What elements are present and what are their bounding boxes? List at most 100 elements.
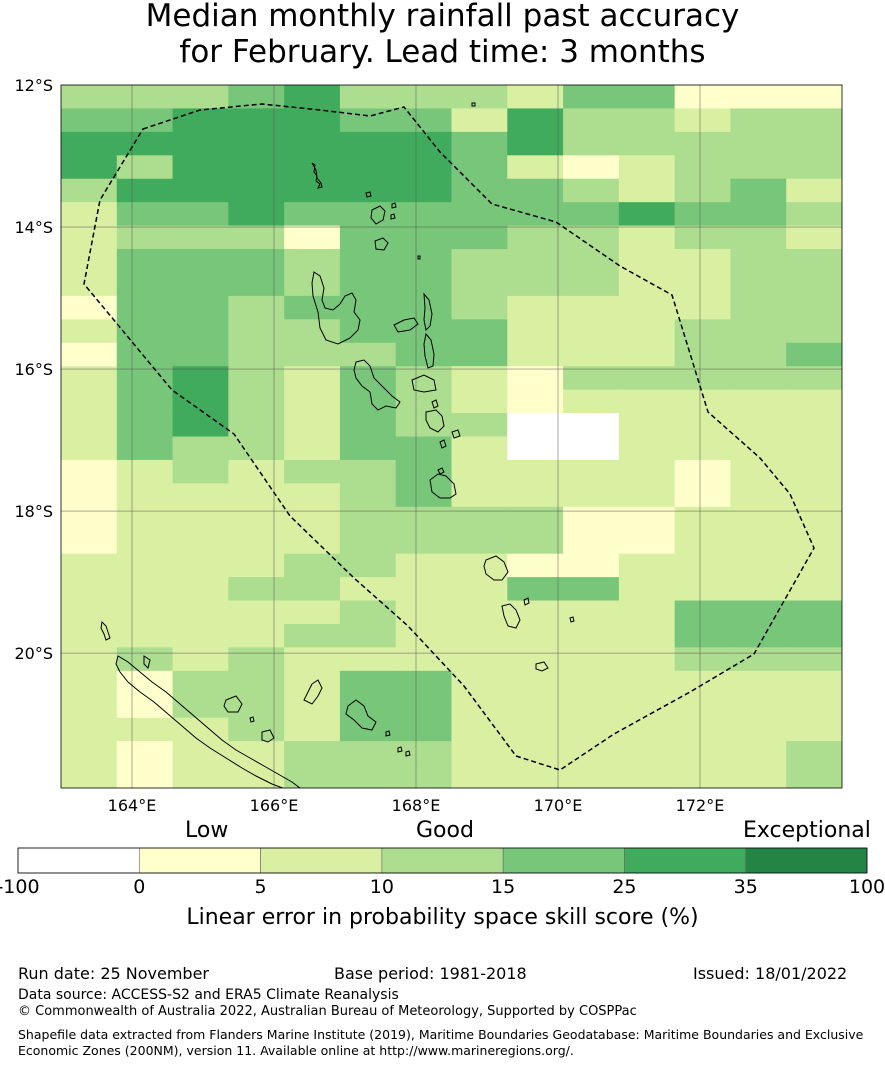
grid-cell bbox=[674, 342, 732, 367]
grid-cell bbox=[61, 202, 118, 227]
grid-cell bbox=[507, 85, 564, 110]
grid-cell bbox=[674, 764, 732, 788]
grid-cell bbox=[116, 295, 174, 320]
grid-cell bbox=[116, 413, 174, 438]
grid-cell bbox=[116, 85, 174, 110]
longitude-label: 170°E bbox=[534, 796, 583, 815]
grid-cell bbox=[507, 249, 564, 274]
island-hunter bbox=[303, 679, 323, 705]
grid-cell bbox=[228, 249, 285, 274]
grid-cell bbox=[228, 178, 285, 203]
grid-cell bbox=[451, 600, 508, 625]
grid-cell bbox=[339, 483, 397, 508]
eez-boundary bbox=[83, 103, 815, 771]
grid-cell bbox=[395, 764, 453, 788]
grid-cell bbox=[61, 647, 118, 672]
longitude-label: 166°E bbox=[250, 796, 299, 815]
grid-cell bbox=[284, 553, 341, 578]
run-date: Run date: 25 November bbox=[18, 964, 209, 983]
grid-cell bbox=[730, 553, 787, 578]
grid-cell bbox=[228, 131, 285, 156]
grid-cell bbox=[395, 225, 453, 250]
grid-cell bbox=[284, 717, 341, 742]
grid-cell bbox=[284, 108, 341, 133]
grid-cell bbox=[451, 389, 508, 414]
grid-cell bbox=[284, 483, 341, 508]
grid-cell bbox=[116, 319, 174, 344]
grid-cell bbox=[674, 459, 732, 484]
grid-cell bbox=[674, 249, 732, 274]
grid-cell bbox=[451, 295, 508, 320]
grid-cell bbox=[284, 85, 341, 110]
grid-cell bbox=[563, 577, 620, 602]
grid-cell bbox=[786, 295, 842, 320]
colorbar-bound: 5 bbox=[254, 876, 267, 898]
grid-cell bbox=[339, 530, 397, 555]
grid-cell bbox=[451, 506, 508, 531]
grid-cell bbox=[563, 202, 620, 227]
grid-cell bbox=[786, 553, 842, 578]
grid-cell bbox=[563, 389, 620, 414]
grid-cell bbox=[61, 413, 118, 438]
grid-cell bbox=[284, 295, 341, 320]
grid-cell bbox=[563, 506, 620, 531]
grid-cell bbox=[786, 342, 842, 367]
grid-cell bbox=[395, 366, 453, 391]
grid-cell bbox=[618, 108, 676, 133]
grid-cell bbox=[786, 319, 842, 344]
grid-cell bbox=[507, 530, 564, 555]
island-pentecost bbox=[423, 332, 435, 369]
grid-cell bbox=[116, 202, 174, 227]
grid-cell bbox=[172, 272, 229, 297]
grid-cell bbox=[395, 155, 453, 180]
colorbar-bound: 10 bbox=[369, 876, 394, 898]
grid-cell bbox=[451, 319, 508, 344]
island-small-s2 bbox=[397, 746, 403, 753]
grid-cell bbox=[116, 225, 174, 250]
island-ambae bbox=[393, 317, 419, 333]
grid-cell bbox=[228, 459, 285, 484]
grid-cell bbox=[674, 436, 732, 461]
island-mare bbox=[261, 729, 275, 743]
grid-cell bbox=[228, 366, 285, 391]
grid-cell bbox=[507, 647, 564, 672]
grid-cell bbox=[228, 108, 285, 133]
grid-cell bbox=[61, 389, 118, 414]
grid-cell bbox=[507, 178, 564, 203]
grid-cell bbox=[674, 483, 732, 508]
grid-cell bbox=[618, 272, 676, 297]
grid-cell bbox=[730, 389, 787, 414]
grid-cell bbox=[563, 366, 620, 391]
grid-cell bbox=[786, 670, 842, 695]
island-small-n2 bbox=[471, 102, 476, 107]
grid-cell bbox=[284, 741, 341, 766]
grid-cell bbox=[786, 131, 842, 156]
grid-cell bbox=[395, 202, 453, 227]
grid-cell bbox=[61, 272, 118, 297]
grid-cell bbox=[451, 670, 508, 695]
island-paama bbox=[431, 399, 439, 409]
grid-cell bbox=[618, 764, 676, 788]
grid-cell bbox=[61, 553, 118, 578]
grid-cell bbox=[116, 741, 174, 766]
grid-cell bbox=[730, 741, 787, 766]
grid-cell bbox=[563, 623, 620, 648]
grid-cell bbox=[674, 741, 732, 766]
grid-cell bbox=[395, 389, 453, 414]
grid-cell bbox=[284, 131, 341, 156]
colorbar-bound: 35 bbox=[733, 876, 758, 898]
grid-cell bbox=[284, 600, 341, 625]
grid-cell bbox=[339, 436, 397, 461]
colorbar-bound: 25 bbox=[612, 876, 637, 898]
grid-cell bbox=[563, 131, 620, 156]
grid-cell bbox=[451, 202, 508, 227]
colorbar-segment bbox=[745, 847, 868, 874]
grid-cell bbox=[730, 506, 787, 531]
grid-cell bbox=[507, 272, 564, 297]
grid-cell bbox=[339, 342, 397, 367]
grid-cell bbox=[172, 459, 229, 484]
island-malakula bbox=[353, 359, 401, 411]
island-small-n bbox=[391, 202, 397, 209]
grid-cell bbox=[674, 413, 732, 438]
grid-cell bbox=[674, 85, 732, 110]
